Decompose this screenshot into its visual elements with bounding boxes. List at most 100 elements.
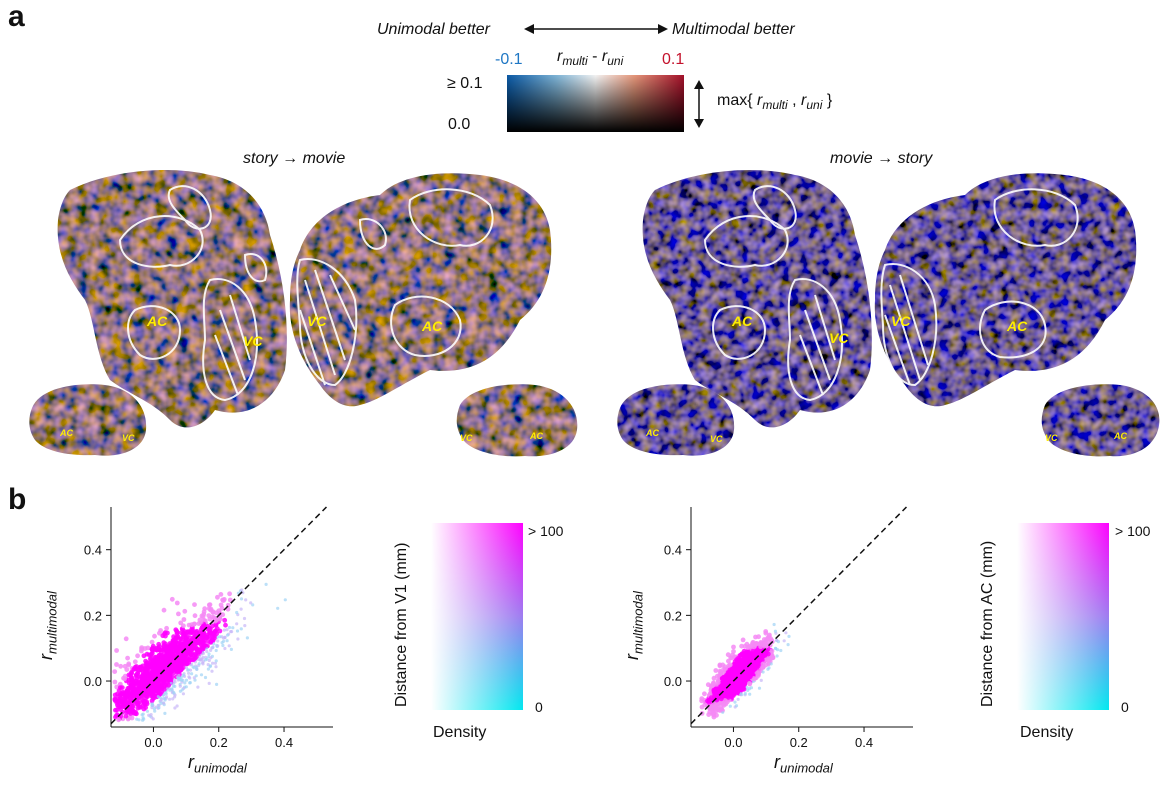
scatter-point	[713, 668, 719, 673]
scatter-point	[755, 652, 761, 657]
scatter-point	[210, 646, 214, 650]
scatter-point	[162, 701, 166, 705]
scatter-point	[283, 598, 287, 602]
density-distance-colorbar-left	[431, 523, 523, 710]
scatter-point	[139, 648, 144, 654]
scatter-point	[746, 688, 750, 692]
scatter-point	[227, 597, 233, 603]
scatter-point	[167, 652, 173, 658]
scatter-point	[718, 696, 724, 702]
flatmap-left-hemi-story-movie: AC VC	[57, 170, 287, 428]
scatter-point	[189, 645, 194, 651]
left-condition-title: story → movie	[243, 150, 346, 167]
scatter-point	[188, 630, 193, 636]
scatter-point	[787, 634, 791, 638]
scatter-point	[143, 672, 149, 678]
scatter-point	[199, 673, 204, 677]
scatter-point	[150, 703, 154, 707]
colorbar-right-bottom: 0	[1121, 699, 1129, 715]
scatter-point	[249, 601, 253, 605]
scatter-point	[174, 600, 180, 606]
scatter-point	[702, 691, 707, 697]
ylabel-right-sub: multimodal	[630, 591, 646, 654]
scatter-points	[699, 622, 791, 720]
xlabel-right-sub: unimodal	[780, 760, 833, 776]
scatter-point	[782, 639, 786, 643]
scatter-point	[134, 711, 139, 717]
scatter-point	[217, 616, 223, 622]
vc-label-2: VC	[307, 313, 327, 329]
scatter-point	[188, 676, 192, 680]
vc-label-3: VC	[829, 330, 849, 346]
multimodal-better-label: Multimodal better	[672, 21, 795, 38]
scatter-point	[176, 640, 182, 646]
scatter-point	[216, 639, 220, 643]
scatter-point	[765, 636, 770, 642]
scatter-point	[177, 656, 183, 661]
scatter-point	[112, 679, 118, 685]
scatter-point	[125, 686, 131, 691]
scatter-points	[112, 582, 287, 723]
scatter-point	[225, 633, 230, 637]
xlabel-right: runimodal	[774, 752, 833, 776]
scatter-point	[743, 660, 749, 666]
scatter-point	[129, 684, 135, 690]
scatter-point	[747, 655, 752, 660]
colorbar-right-top: > 100	[1115, 523, 1151, 539]
scatter-point	[731, 644, 736, 650]
colorbar-left-bottom: 0	[535, 699, 543, 715]
scatter-point	[162, 647, 168, 653]
scatter-plot-right: 0.0 0.2 0.4 0.0 0.2 0.4	[664, 506, 913, 750]
scatter-point	[149, 675, 154, 681]
scatter-point	[235, 629, 240, 633]
scatter-point	[132, 659, 138, 665]
scatter-point	[161, 676, 167, 681]
scatter-point	[124, 693, 130, 698]
scatter-point	[172, 690, 176, 694]
scatter-point	[176, 611, 181, 617]
scatter-point	[174, 629, 180, 635]
scatter-point	[251, 603, 255, 607]
scatter-point	[144, 651, 150, 657]
scatter-point	[118, 663, 124, 669]
scatter-point	[188, 681, 192, 685]
scatter-point	[114, 648, 119, 653]
scatter-point	[776, 648, 780, 652]
cbar-min-label: -0.1	[495, 51, 523, 68]
colorbar-left-top: > 100	[528, 523, 564, 539]
scatter-point	[159, 701, 163, 705]
scatter-point	[211, 615, 217, 621]
cbar-title-multi-sub: multi	[562, 54, 588, 69]
scatter-point	[183, 681, 187, 685]
scatter-point	[192, 602, 197, 607]
scatter-point	[222, 639, 226, 643]
ac-label-4: AC	[1006, 318, 1028, 334]
scatter-point	[752, 663, 757, 669]
scatter-point	[194, 654, 199, 660]
scatter-point	[767, 666, 771, 670]
scatter-point	[120, 700, 126, 706]
scatter-point	[239, 607, 243, 611]
scatter-point	[276, 606, 280, 610]
scatter-point	[773, 629, 777, 633]
scatter-point	[235, 610, 239, 615]
scatter-point	[180, 660, 185, 666]
x-tick-label: 0.2	[790, 735, 808, 750]
scatter-point	[157, 630, 162, 636]
scatter-point	[114, 662, 119, 667]
ylabel-right-r: r	[622, 654, 642, 660]
cbar-title-uni-sub: uni	[607, 54, 624, 69]
scatter-point	[242, 616, 247, 621]
colorbar-right-xlabel: Density	[1020, 724, 1074, 741]
scatter-point	[717, 672, 723, 678]
scatter-point	[733, 700, 737, 704]
ac-label-small-1: AC	[59, 428, 73, 438]
scatter-point	[728, 704, 732, 708]
scatter-point	[707, 697, 713, 703]
scatter-point	[769, 655, 775, 661]
scatter-point	[225, 628, 229, 632]
scatter-point	[157, 652, 162, 658]
ylabel-left-sub: multimodal	[44, 591, 60, 654]
scatter-point	[748, 665, 754, 671]
scatter-point	[157, 703, 161, 707]
